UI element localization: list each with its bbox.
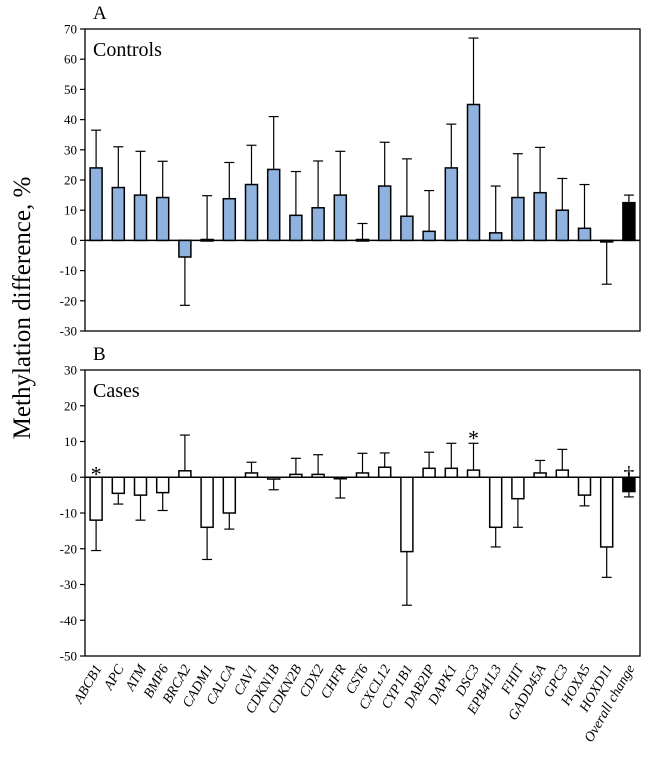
panel-a-bar-gadd45a	[533, 191, 547, 242]
panel-a-bar-apc	[111, 186, 126, 242]
panel-a-bar-brca2	[178, 239, 192, 258]
panel-b-y-tick-label: 10	[64, 434, 77, 449]
category-axis-labels: ABCB1APCATMBMP6BRCA2CADM1CALCACAV1CDKN1B…	[71, 661, 638, 745]
panel-a-bar-fhit	[511, 196, 525, 242]
panel-a-y-tick-label: 30	[64, 142, 77, 157]
panel-a-bar-dab2ip	[422, 230, 436, 242]
panel-b-bar-dab2ip	[422, 467, 436, 478]
panel-b-y-tick-label: -10	[60, 506, 77, 521]
panel-a-y-tick-label: 10	[64, 203, 77, 218]
panel-a-y-tick-label: 20	[64, 173, 77, 188]
panel-a-y-tick-label: -10	[60, 263, 77, 278]
panel-b-bar-epb41l3	[488, 476, 503, 529]
panel-b-significance-marker: †	[623, 461, 634, 486]
panel-b-y-tick-label: 20	[64, 398, 77, 413]
panel-a-y-tick-label: -20	[60, 293, 77, 308]
panel-b-letter: B	[93, 344, 106, 365]
panel-a-bar-cav1	[244, 183, 259, 242]
panel-a-plot-frame	[84, 28, 641, 332]
panel-b-title: Cases	[93, 380, 140, 402]
panel-b-bar-cav1	[244, 472, 259, 478]
panel-a-bar-cst6	[355, 238, 370, 242]
panel-a-bar-cdkn1b	[266, 168, 281, 242]
panel-b-bar-cdkn2b	[289, 473, 303, 479]
panel-b-bar-dsc3	[466, 469, 481, 479]
panel-a-bar-epb41l3	[488, 232, 503, 242]
panel-b-bar-calca	[222, 476, 237, 514]
panel-b-y-tick-label: -50	[60, 649, 77, 664]
panel-b-y-tick-label: -40	[60, 613, 77, 628]
y-axis-label: Methylation difference, %	[9, 177, 36, 440]
panel-b-bar-cxcl12	[377, 466, 392, 478]
panel-a-bar-overall-change	[622, 201, 636, 242]
panel-a-letter: A	[93, 3, 107, 24]
panel-b-y-tick-label: -30	[60, 577, 77, 592]
panel-b-bar-cyp1b1	[400, 476, 414, 553]
panel-b-bar-cst6	[355, 472, 370, 478]
panel-a-bar-bmp6	[155, 196, 170, 242]
panel-a-y-tick-label: 60	[64, 52, 77, 67]
category-label: ABCB1	[71, 663, 105, 708]
panel-b-y-tick-label: 30	[64, 363, 77, 378]
panel-a-title: Controls	[93, 39, 162, 61]
panel-b-bar-cdx2	[311, 473, 325, 479]
panel-a-bar-dsc3	[466, 103, 481, 242]
panel-a-bar-cxcl12	[377, 185, 392, 242]
panel-a-bar-atm	[133, 194, 148, 242]
panel-a-y-tick-label: 40	[64, 112, 77, 127]
panel-b-bar-cdkn1b	[266, 476, 281, 480]
panel-b-bar-cadm1	[200, 476, 214, 529]
panel-a-bar-cdx2	[311, 207, 325, 242]
panel-a-y-tick-label: 50	[64, 82, 77, 97]
panel-a-bar-cyp1b1	[400, 215, 414, 242]
panel-b-bar-apc	[111, 476, 126, 495]
panel-a-bar-cadm1	[200, 238, 214, 242]
panel-b-bar-atm	[133, 476, 148, 496]
panel-a-controls: A Controls -30 -20 -10 0 10 20 30 40 50 60 70	[60, 3, 641, 339]
panel-a-bar-gpc3	[555, 209, 570, 242]
category-label: APC	[101, 662, 128, 694]
panel-a-y-tick-label: 0	[71, 233, 78, 248]
panel-a-bar-calca	[222, 197, 237, 242]
panel-a-bar-cdkn2b	[289, 214, 303, 242]
panel-a-bar-hoxd11	[599, 239, 614, 243]
panel-a-bar-abcb1	[89, 167, 103, 242]
panel-b-y-tick-label: 0	[71, 470, 78, 485]
panel-b-significance-marker: *	[468, 425, 479, 450]
panel-b-bar-gadd45a	[533, 472, 547, 478]
panel-a-bar-hoxa5	[577, 227, 592, 242]
panel-b-bar-hoxa5	[577, 476, 592, 496]
panel-b-bar-brca2	[178, 470, 192, 479]
panel-a-bar-chfr	[333, 194, 348, 242]
panel-b-bar-dapk1	[444, 467, 459, 478]
panel-b-bar-hoxd11	[599, 476, 614, 548]
panel-b-y-tick-label: -20	[60, 541, 77, 556]
panel-a-y-tick-label: -30	[60, 324, 77, 339]
panel-b-bar-fhit	[511, 476, 525, 500]
panel-b-plot-frame	[84, 369, 641, 657]
panel-a-y-tick-label: 70	[64, 22, 77, 37]
panel-b-significance-marker: *	[91, 461, 102, 486]
panel-b-cases: B Cases -50 -40 -30 -20 -10 0 10 20 30 * * †	[60, 344, 641, 664]
panel-a-bar-dapk1	[444, 167, 459, 242]
panel-b-bar-bmp6	[155, 476, 170, 494]
panel-b-bar-gpc3	[555, 469, 570, 479]
